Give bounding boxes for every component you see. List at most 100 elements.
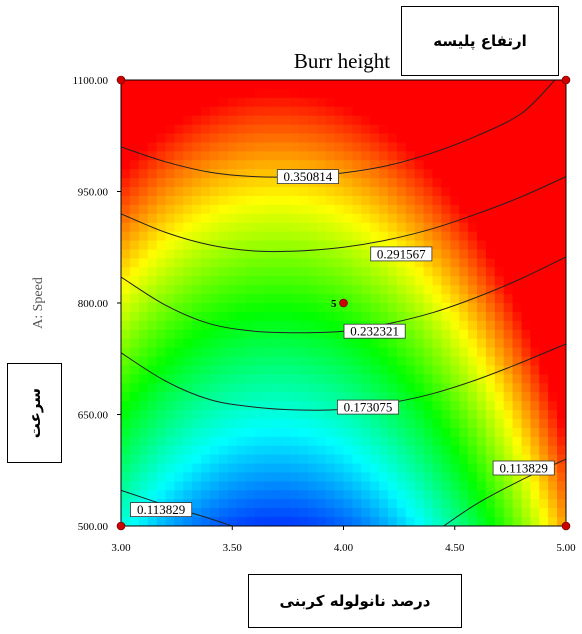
heat-cell [254,303,264,313]
heat-cell [423,115,434,126]
heat-cell [441,401,451,411]
heat-cell [316,258,327,268]
heat-cell [334,374,345,384]
heat-cell [290,383,300,393]
heat-cell [334,124,345,135]
heat-cell [156,383,167,393]
heat-cell [307,320,318,331]
heat-cell [414,401,425,411]
heat-cell [343,222,353,233]
heat-cell [539,445,549,456]
heat-cell [414,160,425,170]
heat-cell [254,240,264,251]
heat-cell [485,142,496,152]
heat-cell [539,133,549,144]
heat-cell [201,97,211,108]
heat-cell [468,445,478,456]
heat-cell [539,276,549,286]
heat-cell [423,213,434,224]
heat-cell [396,115,407,126]
heat-cell [236,213,247,224]
heat-cell [379,499,389,509]
heat-cell [299,267,309,277]
heat-cell [521,222,531,233]
heat-cell [352,88,362,99]
heat-cell [218,311,229,322]
heat-cell [325,392,336,402]
heat-cell [210,365,220,375]
heat-cell [129,338,140,349]
heat-cell [343,303,353,313]
heat-cell [379,151,389,161]
heat-cell [530,338,540,349]
heat-cell [227,195,238,206]
heat-cell [441,160,451,170]
heat-cell [281,142,291,152]
heat-cell [307,213,318,224]
heat-cell [343,410,353,420]
heat-cell [334,249,345,259]
heat-cell [334,445,345,456]
heat-cell [129,249,140,259]
heat-cell [183,445,193,456]
heat-cell [521,303,531,313]
heat-cell [165,463,175,474]
heat-cell [281,267,291,277]
heat-cell [521,356,531,367]
heat-cell [343,178,353,188]
contour-label-text: 0.350814 [284,169,333,184]
heat-cell [432,436,442,447]
heat-cell [503,222,514,233]
heat-cell [512,365,523,375]
heat-cell [210,187,220,197]
heat-cell [192,383,202,393]
heat-cell [352,178,362,188]
heat-cell [263,124,273,135]
heat-cell [307,347,318,358]
heat-cell [138,222,149,233]
heat-cell [183,267,193,277]
design-point [116,521,126,531]
heat-cell [432,374,442,384]
heat-cell [379,383,389,393]
heat-cell [138,213,149,224]
heat-cell [423,142,434,152]
heat-cell [468,338,478,349]
heat-cell [174,472,184,482]
heat-cell [485,508,496,518]
heat-cell [281,231,291,242]
heat-cell [548,490,558,500]
heat-cell [218,285,229,295]
heat-cell [494,517,505,526]
heat-cell [414,454,425,465]
heat-cell [396,187,407,197]
heat-cell [290,222,300,233]
heat-cell [423,472,434,482]
heat-cell [423,374,434,384]
heat-cell [494,267,505,277]
heat-cell [227,445,238,456]
heat-cell [477,410,487,420]
heat-cell [290,267,300,277]
heat-cell [539,454,549,465]
heat-cell [557,115,566,126]
heat-cell [343,338,353,349]
heat-cell [236,374,247,384]
heat-cell [370,490,380,500]
heat-cell [174,80,184,90]
heat-cell [325,329,336,340]
heat-cell [325,463,336,474]
heat-cell [227,115,238,126]
heat-cell [299,374,309,384]
heat-cell [539,222,549,233]
heat-cell [432,249,442,259]
heat-cell [316,383,327,393]
heat-cell [307,445,318,456]
heat-cell [485,410,496,420]
heat-cell [388,276,398,286]
heat-cell [557,106,566,117]
heat-cell [121,106,131,117]
heat-cell [218,249,229,259]
heat-cell [521,115,531,126]
heat-cell [379,347,389,358]
